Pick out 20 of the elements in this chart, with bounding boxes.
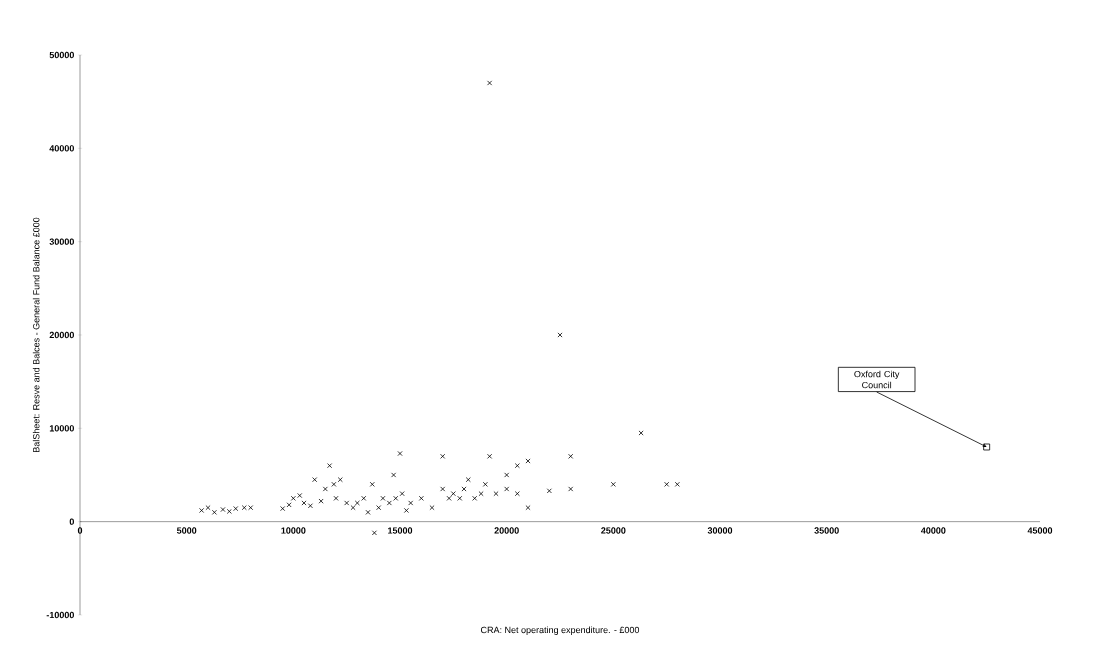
y-tick-label: 40000 (49, 145, 74, 152)
x-tick-label: 45000 (1027, 527, 1053, 534)
x-tick-label: 0 (77, 527, 83, 534)
y-tick-label: 50000 (49, 51, 74, 59)
y-tick-label: 10000 (49, 425, 74, 432)
x-tick-label: 10000 (281, 527, 306, 534)
x-tick-label: 5000 (176, 527, 197, 534)
y-axis-title: BalSheet: Resve and Balces - General Fund Balance £000 (32, 217, 40, 452)
annotation: Oxford City Council (854, 370, 900, 389)
y-tick-label: -10000 (46, 611, 74, 619)
y-tick-label: 30000 (49, 238, 74, 245)
x-tick-label: 30000 (707, 527, 733, 534)
y-tick-label: 20000 (49, 331, 74, 339)
y-tick-label: 0 (69, 518, 74, 525)
x-tick-label: 20000 (494, 527, 519, 534)
x-tick-label: 15000 (388, 527, 413, 534)
x-axis-title: CRA: Net operating expenditure. - £000 (481, 626, 640, 635)
x-tick-label: 25000 (601, 527, 626, 534)
x-tick-label: 35000 (814, 527, 839, 534)
x-tick-label: 40000 (920, 527, 946, 534)
